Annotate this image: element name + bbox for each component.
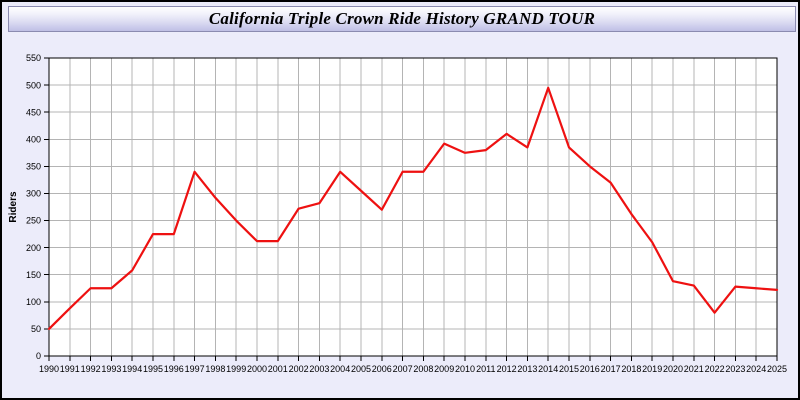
- y-tick-label: 100: [26, 297, 41, 307]
- y-tick-label: 50: [31, 324, 41, 334]
- x-tick-label: 2001: [268, 364, 288, 374]
- x-tick-label: 2012: [497, 364, 517, 374]
- x-tick-label: 2004: [330, 364, 350, 374]
- x-tick-label: 1995: [143, 364, 163, 374]
- y-tick-label: 450: [26, 107, 41, 117]
- y-tick-label: 400: [26, 134, 41, 144]
- y-tick-label: 250: [26, 216, 41, 226]
- y-tick-label: 500: [26, 80, 41, 90]
- x-tick-label: 2017: [601, 364, 621, 374]
- x-tick-label: 1997: [185, 364, 205, 374]
- x-tick-label: 1993: [101, 364, 121, 374]
- x-tick-label: 2009: [434, 364, 454, 374]
- x-tick-label: 2000: [247, 364, 267, 374]
- x-tick-label: 1999: [226, 364, 246, 374]
- x-tick-label: 2002: [289, 364, 309, 374]
- y-tick-label: 0: [36, 351, 41, 361]
- x-tick-label: 2019: [642, 364, 662, 374]
- x-tick-label: 1991: [60, 364, 80, 374]
- x-tick-label: 2011: [476, 364, 495, 374]
- x-tick-label: 2021: [684, 364, 704, 374]
- x-tick-label: 2022: [705, 364, 725, 374]
- y-tick-label: 150: [26, 270, 41, 280]
- x-tick-label: 2008: [413, 364, 433, 374]
- x-tick-label: 2014: [538, 364, 558, 374]
- x-tick-label: 2016: [580, 364, 600, 374]
- x-tick-label: 2018: [621, 364, 641, 374]
- x-tick-label: 2020: [663, 364, 683, 374]
- x-tick-label: 2003: [309, 364, 329, 374]
- x-tick-label: 2010: [455, 364, 475, 374]
- y-tick-label: 300: [26, 189, 41, 199]
- x-tick-label: 2025: [767, 364, 787, 374]
- y-tick-label: 350: [26, 162, 41, 172]
- x-tick-label: 2013: [517, 364, 537, 374]
- x-tick-label: 2007: [393, 364, 413, 374]
- title-bar: California Triple Crown Ride History GRA…: [8, 6, 796, 32]
- plot-background: [49, 58, 777, 356]
- x-tick-label: 1998: [205, 364, 225, 374]
- x-tick-label: 2015: [559, 364, 579, 374]
- x-tick-label: 2006: [372, 364, 392, 374]
- page-title: California Triple Crown Ride History GRA…: [208, 9, 596, 28]
- x-tick-label: 2005: [351, 364, 371, 374]
- x-tick-label: 1990: [39, 364, 59, 374]
- x-tick-label: 2024: [746, 364, 766, 374]
- x-tick-label: 2023: [725, 364, 745, 374]
- x-tick-label: 1996: [164, 364, 184, 374]
- chart-canvas: 0 50 100 150 200 250 300 350 400 450 500 550 1990 199…: [2, 36, 798, 398]
- data-series-riders: [47, 86, 779, 331]
- y-tick-label: 550: [26, 53, 41, 63]
- x-tick-label: 1994: [122, 364, 142, 374]
- y-axis-label: Riders: [8, 191, 19, 223]
- x-tick-label: 1992: [81, 364, 101, 374]
- plot-border: [48, 57, 778, 357]
- y-tick-label: 200: [26, 243, 41, 253]
